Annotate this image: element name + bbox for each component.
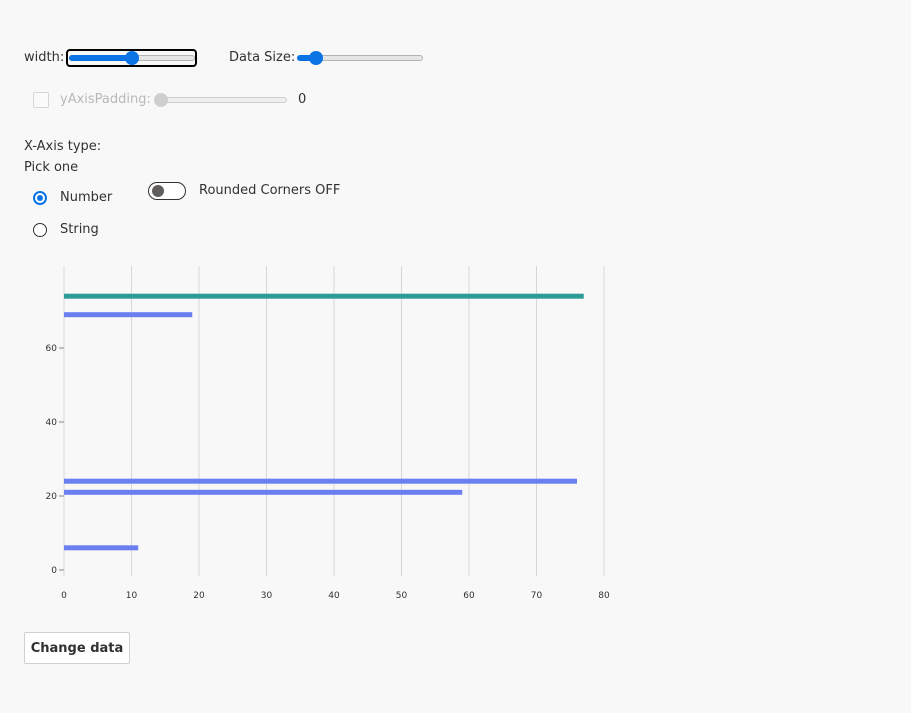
y-axis-padding-label: yAxisPadding: (60, 92, 151, 107)
radio-number-label[interactable]: Number (60, 190, 113, 205)
y-tick-label: 0 (51, 566, 57, 576)
x-tick-label: 20 (193, 591, 205, 601)
width-slider[interactable] (69, 51, 195, 65)
bar[interactable] (64, 293, 584, 299)
y-axis-padding-slider-track (161, 97, 287, 103)
width-slider-focus-ring (66, 49, 197, 67)
x-tick-label: 70 (531, 591, 543, 601)
x-tick-label: 50 (396, 591, 408, 601)
horizontal-bar-chart: 0 10 20 30 40 50 60 70 80 0 20 40 60 (0, 250, 650, 620)
width-slider-fill (69, 55, 132, 61)
x-tick-label: 0 (61, 591, 67, 601)
x-tick-label: 30 (261, 591, 273, 601)
chart-svg: 0 10 20 30 40 50 60 70 80 0 20 40 60 (46, 266, 610, 601)
rounded-corners-toggle[interactable] (148, 182, 186, 200)
width-slider-thumb[interactable] (125, 51, 139, 65)
bar[interactable] (64, 489, 463, 495)
data-size-slider[interactable] (297, 51, 423, 65)
y-axis-padding-checkbox[interactable] (33, 92, 49, 108)
x-tick-label: 10 (126, 591, 138, 601)
radio-string-label[interactable]: String (60, 222, 99, 237)
data-size-label: Data Size: (229, 50, 296, 65)
y-tick-label: 20 (46, 492, 58, 502)
bar[interactable] (64, 312, 193, 318)
width-label: width: (24, 50, 65, 65)
pick-one-label: Pick one (24, 160, 79, 175)
rounded-corners-label: Rounded Corners OFF (199, 183, 341, 198)
data-size-slider-thumb[interactable] (308, 51, 323, 65)
bar[interactable] (64, 545, 139, 551)
radio-string[interactable] (33, 223, 47, 237)
change-data-button[interactable]: Change data (24, 632, 130, 664)
y-tick-label: 60 (46, 344, 58, 354)
x-tick-label: 60 (463, 591, 475, 601)
rounded-corners-toggle-knob (152, 185, 164, 197)
x-tick-label: 80 (598, 591, 610, 601)
x-axis-type-label: X-Axis type: (24, 139, 102, 154)
bar[interactable] (64, 478, 577, 484)
change-data-button-label: Change data (30, 640, 124, 656)
y-tick-label: 40 (46, 418, 58, 428)
y-axis-padding-slider-thumb[interactable] (154, 93, 168, 107)
data-size-slider-fill (297, 55, 316, 61)
y-axis-padding-slider[interactable] (154, 93, 287, 107)
radio-number[interactable] (33, 191, 47, 205)
y-axis-padding-value: 0 (298, 92, 307, 107)
x-tick-label: 40 (328, 591, 340, 601)
